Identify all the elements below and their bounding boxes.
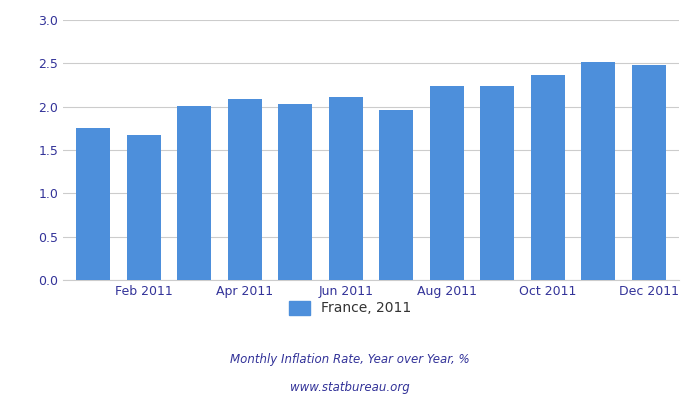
Bar bbox=[631, 65, 666, 280]
Bar bbox=[76, 128, 111, 280]
Bar bbox=[328, 97, 363, 280]
Bar bbox=[581, 62, 615, 280]
Bar bbox=[379, 110, 414, 280]
Bar bbox=[531, 76, 565, 280]
Text: www.statbureau.org: www.statbureau.org bbox=[290, 382, 410, 394]
Bar bbox=[430, 86, 464, 280]
Bar bbox=[480, 86, 514, 280]
Bar bbox=[228, 99, 262, 280]
Legend: France, 2011: France, 2011 bbox=[284, 295, 416, 321]
Bar bbox=[177, 106, 211, 280]
Text: Monthly Inflation Rate, Year over Year, %: Monthly Inflation Rate, Year over Year, … bbox=[230, 354, 470, 366]
Bar bbox=[127, 135, 161, 280]
Bar bbox=[278, 104, 312, 280]
